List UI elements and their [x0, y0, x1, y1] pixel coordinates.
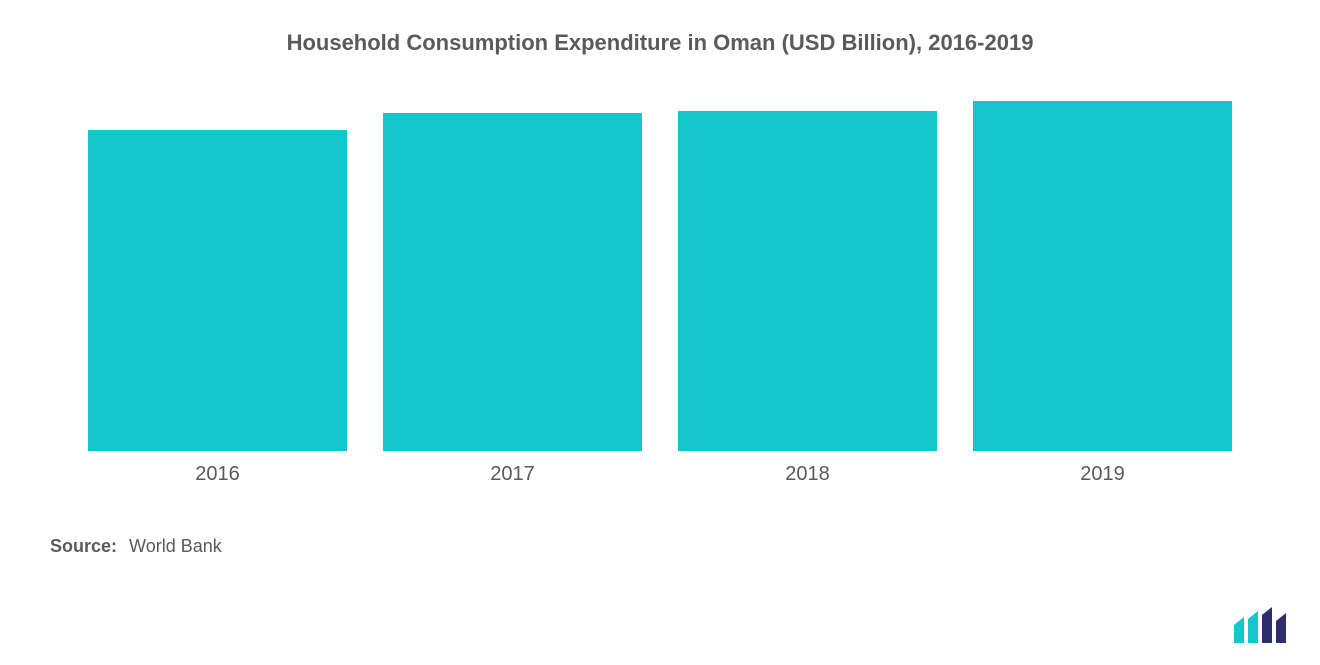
source-label: Source: [50, 536, 117, 557]
bar-group-3: 2019 [973, 101, 1233, 486]
xlabel-1: 2017 [490, 463, 535, 486]
bar-0 [88, 130, 348, 451]
chart-container: Household Consumption Expenditure in Oma… [0, 0, 1320, 665]
source-value: World Bank [129, 536, 222, 557]
bar-2 [678, 111, 938, 451]
source-row: Source: World Bank [50, 536, 1270, 557]
bar-group-2: 2018 [678, 111, 938, 486]
logo-bar-3 [1276, 613, 1286, 643]
logo-bar-2 [1262, 607, 1272, 643]
chart-plot-area: 2016 2017 2018 2019 [50, 66, 1270, 486]
xlabel-3: 2019 [1080, 463, 1125, 486]
chart-title: Household Consumption Expenditure in Oma… [50, 30, 1270, 56]
bar-group-0: 2016 [88, 130, 348, 486]
logo-bar-1 [1248, 611, 1258, 643]
mordor-logo-icon [1234, 607, 1292, 643]
logo-bar-0 [1234, 617, 1244, 643]
xlabel-2: 2018 [785, 463, 830, 486]
bar-1 [383, 113, 643, 451]
bar-group-1: 2017 [383, 113, 643, 486]
xlabel-0: 2016 [195, 463, 240, 486]
bar-3 [973, 101, 1233, 451]
